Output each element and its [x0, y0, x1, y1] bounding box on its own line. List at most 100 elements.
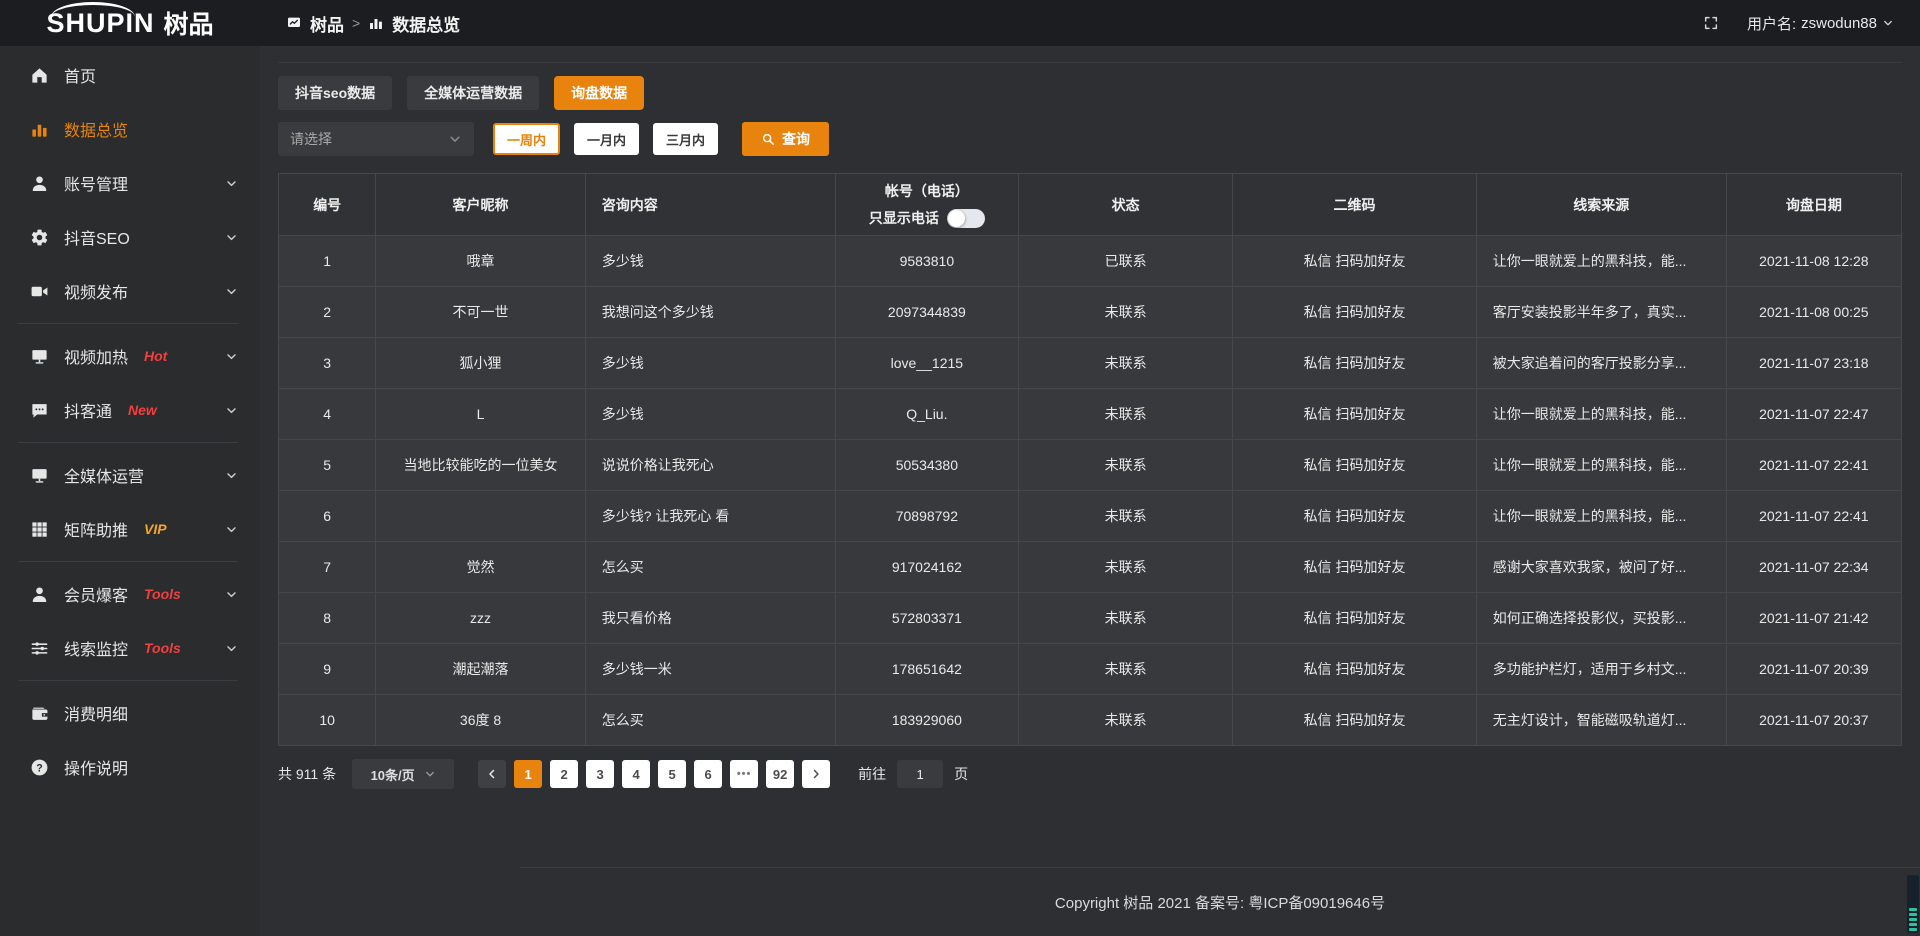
sidebar-item[interactable]: 线索监控 Tools [0, 621, 260, 675]
fullscreen-icon[interactable] [1703, 15, 1719, 31]
tab[interactable]: 全媒体运营数据 [407, 76, 540, 110]
cell-status: 未联系 [1018, 694, 1234, 746]
cell-nickname: 潮起潮落 [375, 643, 586, 695]
period-group: 一周内 一月内 三月内 [493, 123, 719, 155]
cell-qrcode-link[interactable]: 私信 扫码加好友 [1232, 643, 1477, 695]
cell-source-link[interactable]: 如何正确选择投影仪，买投影... [1475, 592, 1727, 644]
sidebar-item[interactable]: 抖客通 New [0, 383, 260, 437]
sidebar-item[interactable]: 会员爆客 Tools [0, 567, 260, 621]
chevron-down-icon [225, 523, 238, 536]
page-button[interactable]: 6 [694, 760, 723, 788]
page-size-select[interactable]: 10条/页 [352, 759, 455, 789]
cell-id: 7 [277, 541, 377, 593]
sidebar-item[interactable]: 账号管理 [0, 156, 260, 210]
page-button[interactable]: 5 [658, 760, 687, 788]
cell-content: 多少钱 [584, 388, 836, 440]
cell-qrcode-link[interactable]: 私信 扫码加好友 [1232, 490, 1477, 542]
cell-source-link[interactable]: 让你一眼就爱上的黑科技，能... [1475, 235, 1727, 287]
user-menu[interactable]: 用户名: zswodun88 [1747, 13, 1894, 34]
cell-source-link[interactable]: 客厅安装投影半年多了，真实... [1475, 286, 1727, 338]
page-button[interactable]: 1 [514, 760, 543, 788]
filter-select-placeholder: 请选择 [290, 131, 332, 147]
sidebar-item-badge: New [128, 402, 157, 418]
content-divider [278, 62, 1902, 63]
header-source: 线索来源 [1475, 173, 1727, 236]
browser-extension-widget[interactable] [1907, 875, 1919, 933]
cell-source-link[interactable]: 被大家追着问的客厅投影分享... [1475, 337, 1727, 389]
cell-content: 怎么买 [584, 694, 836, 746]
cell-id: 5 [277, 439, 377, 491]
table-header-row: 编号 客户昵称 咨询内容 帐号（电话） 只显示电话 状态 二维码 线索来源 询盘… [277, 173, 1903, 236]
period-button[interactable]: 一月内 [574, 123, 640, 155]
cell-content: 多少钱 [584, 235, 836, 287]
next-page-button[interactable] [802, 760, 831, 788]
cell-qrcode-link[interactable]: 私信 扫码加好友 [1232, 694, 1477, 746]
cell-status: 未联系 [1018, 388, 1234, 440]
cell-qrcode-link[interactable]: 私信 扫码加好友 [1232, 439, 1477, 491]
cell-qrcode-link[interactable]: 私信 扫码加好友 [1232, 337, 1477, 389]
table-row: 7 觉然 怎么买 917024162 未联系 私信 扫码加好友 感谢大家喜欢我家… [277, 541, 1903, 593]
monitor-icon [30, 466, 49, 485]
goto-unit: 页 [954, 766, 969, 782]
table-row: 6 多少钱? 让我死心 看 70898792 未联系 私信 扫码加好友 让你一眼… [277, 490, 1903, 542]
sidebar-item[interactable]: 全媒体运营 [0, 448, 260, 502]
page-button[interactable]: 4 [622, 760, 651, 788]
main-content: 抖音seo数据 全媒体运营数据 询盘数据 请选择 一周内 一月内 三月内 查询 编号 客… [260, 46, 1920, 936]
cell-source-link[interactable]: 感谢大家喜欢我家，被问了好... [1475, 541, 1727, 593]
cell-qrcode-link[interactable]: 私信 扫码加好友 [1232, 592, 1477, 644]
cell-status: 未联系 [1018, 592, 1234, 644]
cell-nickname: zzz [375, 592, 586, 644]
cell-source-link[interactable]: 多功能护栏灯，适用于乡村文... [1475, 643, 1727, 695]
cell-qrcode-link[interactable]: 私信 扫码加好友 [1232, 541, 1477, 593]
filter-select[interactable]: 请选择 [278, 122, 474, 156]
cell-status: 未联系 [1018, 286, 1234, 338]
sidebar-item[interactable]: 首页 [0, 48, 260, 102]
cell-account: 917024162 [834, 541, 1020, 593]
sidebar-item[interactable]: 视频加热 Hot [0, 329, 260, 383]
sidebar-item[interactable]: 矩阵助推 VIP [0, 502, 260, 556]
cell-source-link[interactable]: 让你一眼就爱上的黑科技，能... [1475, 388, 1727, 440]
tab[interactable]: 询盘数据 [554, 76, 645, 110]
cell-id: 2 [277, 286, 377, 338]
breadcrumb-home[interactable]: 树品 [310, 15, 344, 35]
sidebar-item[interactable]: 抖音SEO [0, 210, 260, 264]
table-row: 8 zzz 我只看价格 572803371 未联系 私信 扫码加好友 如何正确选… [277, 592, 1903, 644]
cell-qrcode-link[interactable]: 私信 扫码加好友 [1232, 235, 1477, 287]
page-button[interactable]: 3 [586, 760, 615, 788]
page-ellipsis[interactable]: ••• [730, 760, 759, 788]
period-button[interactable]: 一周内 [493, 123, 561, 155]
cell-account: 572803371 [834, 592, 1020, 644]
cell-account: Q_Liu. [834, 388, 1020, 440]
cell-qrcode-link[interactable]: 私信 扫码加好友 [1232, 286, 1477, 338]
cell-id: 1 [277, 235, 377, 287]
wallet-icon [30, 704, 49, 723]
cell-nickname: 哦章 [375, 235, 586, 287]
sidebar-item[interactable]: ? 操作说明 [0, 740, 260, 794]
cell-source-link[interactable]: 让你一眼就爱上的黑科技，能... [1475, 439, 1727, 491]
sidebar-divider [18, 561, 238, 562]
cell-qrcode-link[interactable]: 私信 扫码加好友 [1232, 388, 1477, 440]
page-button[interactable]: 92 [766, 760, 795, 788]
username-label: 用户名: [1746, 15, 1797, 33]
cell-source-link[interactable]: 让你一眼就爱上的黑科技，能... [1475, 490, 1727, 542]
chevron-down-icon [1882, 17, 1894, 29]
page-button[interactable]: 2 [550, 760, 579, 788]
sidebar-item-label: 首页 [64, 69, 97, 86]
cell-nickname: 当地比较能吃的一位美女 [375, 439, 586, 491]
period-button[interactable]: 三月内 [653, 123, 719, 155]
toggle-knob [947, 209, 965, 227]
phone-only-toggle[interactable] [946, 208, 985, 228]
sidebar-item[interactable]: 视频发布 [0, 264, 260, 318]
sidebar-item[interactable]: 数据总览 [0, 102, 260, 156]
goto-page-input[interactable] [897, 760, 944, 788]
prev-page-button[interactable] [478, 760, 507, 788]
cell-account: 9583810 [834, 235, 1020, 287]
cell-status: 未联系 [1018, 490, 1234, 542]
tab[interactable]: 抖音seo数据 [278, 76, 393, 110]
table-row: 10 36度 8 怎么买 183929060 未联系 私信 扫码加好友 无主灯设… [277, 694, 1903, 746]
search-button[interactable]: 查询 [742, 122, 830, 156]
breadcrumb: 树品 > 数据总览 [286, 11, 460, 36]
cell-source-link[interactable]: 无主灯设计，智能磁吸轨道灯... [1475, 694, 1727, 746]
sidebar-item[interactable]: 消费明细 [0, 686, 260, 740]
cell-nickname: 36度 8 [375, 694, 586, 746]
